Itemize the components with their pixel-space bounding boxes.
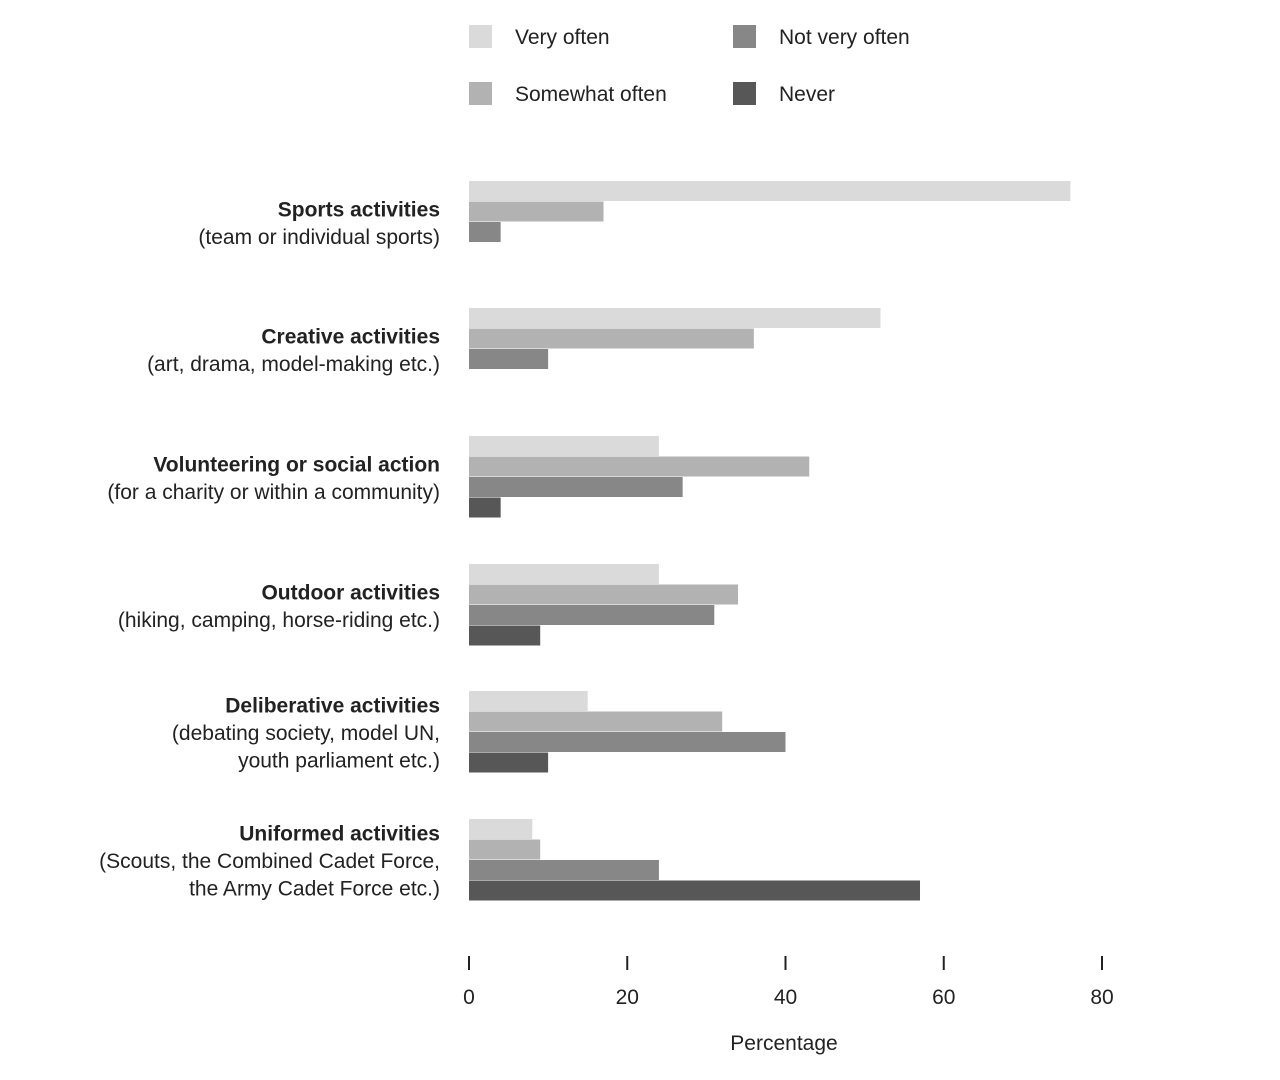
x-axis-title: Percentage [730,1032,837,1055]
bar-creative-activities-somewhat-often [469,328,754,349]
x-tick-label: 20 [616,986,639,1009]
category-label-volunteering-or-social-action: Volunteering or social action (for a char… [107,453,440,504]
category-label-sports-activities: Sports activities (team or individual spo… [198,198,440,249]
legend-item-never: Never [733,82,835,106]
category-subtitle: youth parliament etc.) [238,750,440,773]
bars [469,181,1071,901]
bar-volunteering-or-social-action-never [469,497,501,518]
bar-creative-activities-very-often [469,308,881,328]
x-axis: 0 20 40 60 80 [463,956,1114,1009]
category-title: Volunteering or social action [153,453,440,476]
bar-uniformed-activities-never [469,880,921,901]
category-title: Uniformed activities [239,823,440,846]
category-subtitle: the Army Cadet Force etc.) [189,878,440,901]
category-title: Outdoor activities [261,581,440,604]
category-label-deliberative-activities: Deliberative activities (debating society… [172,695,440,773]
bar-outdoor-activities-not-very-often [469,605,715,625]
category-title: Sports activities [278,198,440,221]
category-labels: Sports activities (team or individual spo… [99,198,440,900]
x-tick-label: 40 [774,986,797,1009]
legend-label-very-often: Very often [515,26,610,49]
legend-label-never: Never [779,83,835,106]
legend-item-somewhat-often: Somewhat often [469,82,667,106]
category-label-creative-activities: Creative activities (art, drama, model-ma… [147,325,440,376]
x-tick-label: 0 [463,986,475,1009]
bar-sports-activities-very-often [469,181,1071,201]
category-subtitle: (debating society, model UN, [172,722,440,745]
bar-outdoor-activities-very-often [469,564,659,584]
legend-label-somewhat-often: Somewhat often [515,83,667,106]
bar-sports-activities-somewhat-often [469,201,604,222]
legend-swatch-never [733,82,756,105]
category-title: Creative activities [261,325,440,348]
legend-label-not-very-often: Not very often [779,26,910,49]
bar-sports-activities-not-very-often [469,222,501,242]
bar-deliberative-activities-not-very-often [469,732,786,752]
legend-swatch-not-very-often [733,25,756,48]
category-subtitle: (art, drama, model-making etc.) [147,353,440,376]
bar-deliberative-activities-very-often [469,691,588,711]
bar-volunteering-or-social-action-not-very-often [469,477,683,497]
bar-uniformed-activities-very-often [469,819,533,839]
legend-swatch-somewhat-often [469,82,492,105]
x-tick-label: 80 [1090,986,1113,1009]
legend-swatch-very-often [469,25,492,48]
legend-item-not-very-often: Not very often [733,25,910,49]
category-label-uniformed-activities: Uniformed activities (Scouts, the Combine… [99,823,440,901]
category-subtitle: (hiking, camping, horse-riding etc.) [118,609,440,632]
bar-creative-activities-not-very-often [469,349,549,369]
category-title: Deliberative activities [225,695,440,718]
category-subtitle: (Scouts, the Combined Cadet Force, [99,850,440,873]
bar-uniformed-activities-somewhat-often [469,839,541,860]
category-subtitle: (for a charity or within a community) [107,481,440,504]
category-subtitle: (team or individual sports) [198,226,440,249]
x-tick-label: 60 [932,986,955,1009]
bar-deliberative-activities-never [469,752,549,773]
legend: Very often Somewhat often Not very often Ne… [469,25,910,106]
legend-item-very-often: Very often [469,25,610,49]
bar-outdoor-activities-somewhat-often [469,584,739,605]
bar-volunteering-or-social-action-very-often [469,436,659,456]
bar-outdoor-activities-never [469,625,541,646]
bar-uniformed-activities-not-very-often [469,860,659,880]
category-label-outdoor-activities: Outdoor activities (hiking, camping, hors… [118,581,440,632]
bar-volunteering-or-social-action-somewhat-often [469,456,810,477]
bar-deliberative-activities-somewhat-often [469,711,723,732]
